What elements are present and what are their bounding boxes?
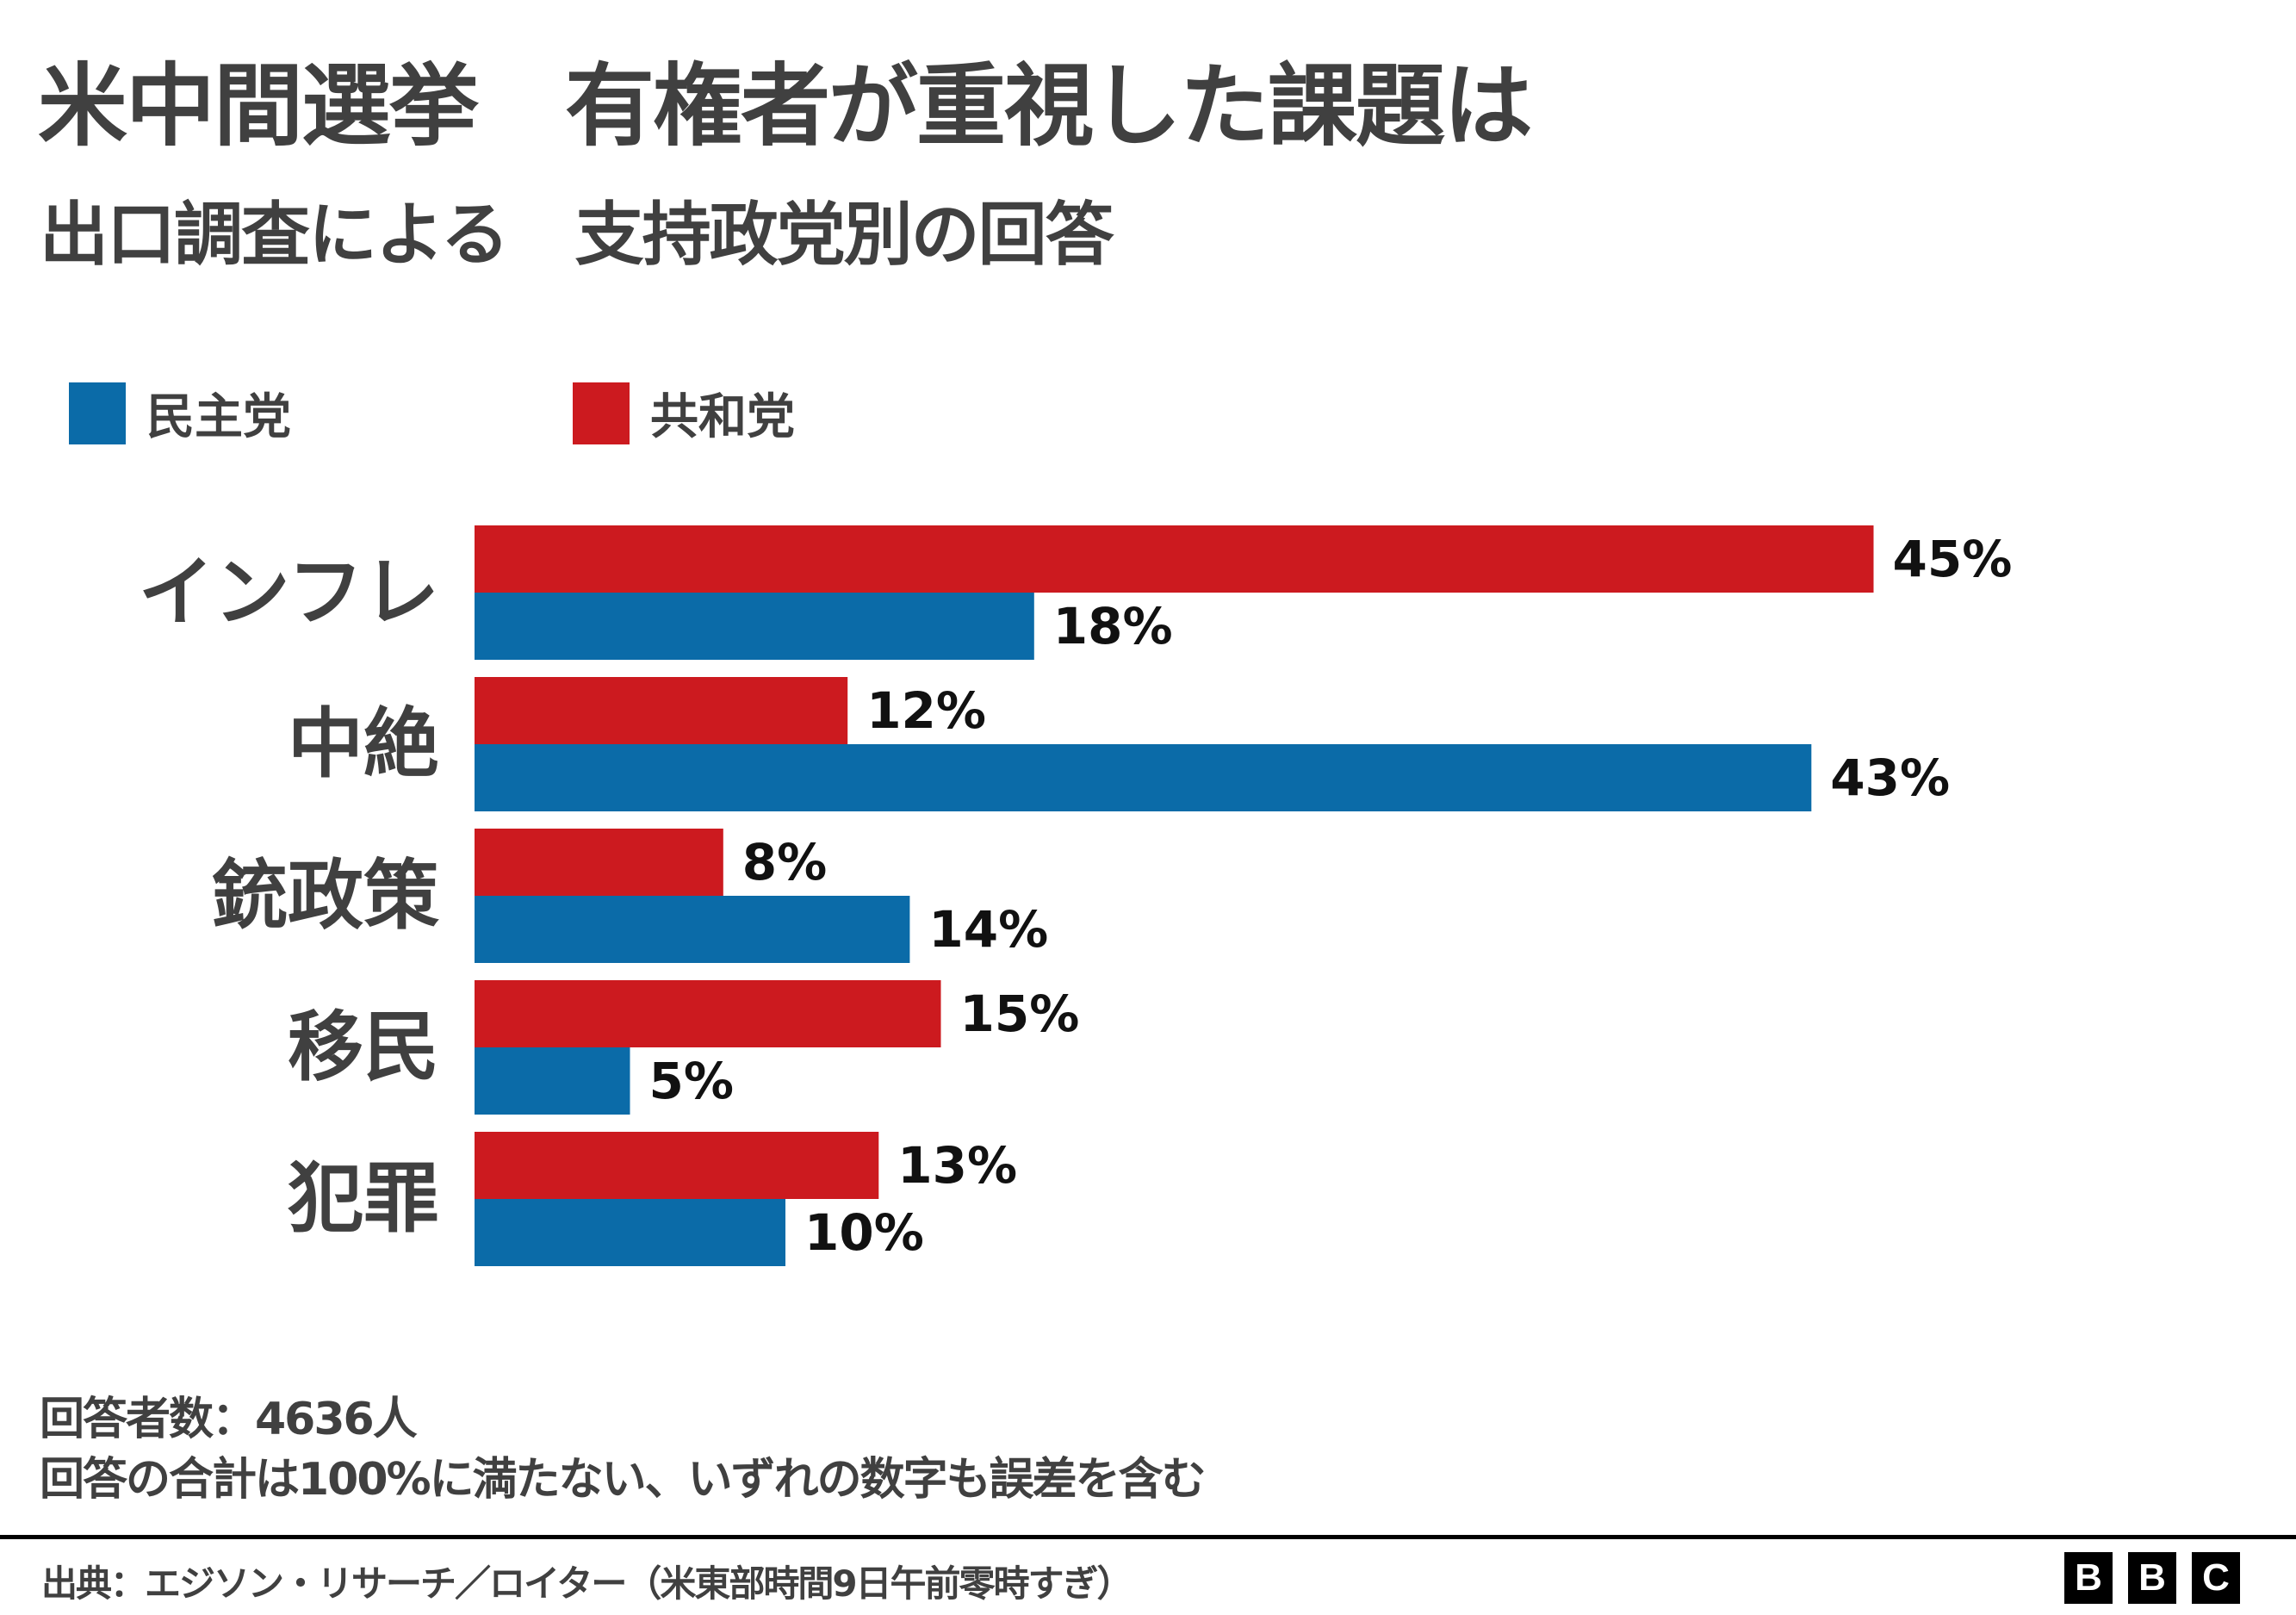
bar-democrat [475,1047,630,1115]
data-label: 10% [804,1203,924,1262]
legend-item-republican: 共和党 [573,378,795,448]
data-label: 5% [649,1052,734,1110]
data-label: 45% [1893,530,2013,588]
bar-democrat [475,896,910,963]
data-label: 14% [928,900,1048,959]
bar-republican [475,829,723,896]
bar-democrat [475,1199,785,1266]
respondent-count-note: 回答者数：4636人 [40,1394,418,1445]
data-label: 13% [897,1136,1017,1195]
category-label: 犯罪 [288,1154,439,1243]
legend-label: 共和党 [650,389,795,445]
data-label: 43% [1830,748,1950,807]
bar-republican [475,1132,879,1199]
bar-republican [475,980,941,1047]
chart-title: 米中間選挙 有権者が重視した課題は [38,53,1533,158]
bar-democrat [475,744,1812,811]
category-label: 移民 [288,1003,439,1091]
margin-note: 回答の合計は100%に満たない、いずれの数字も誤差を含む [40,1454,1207,1506]
legend-swatch-democrat [69,382,126,444]
source-text: 出典：エジソン・リサーチ／ロイター（米東部時間9日午前零時すぎ） [41,1562,1133,1605]
legend-item-democrat: 民主党 [69,378,291,448]
data-label: 15% [960,985,1080,1043]
bar-republican [475,677,848,744]
bar-republican [475,525,1874,593]
bbc-logo: B B C [2064,1552,2240,1604]
legend-label: 民主党 [146,389,291,445]
bbc-logo-block: C [2192,1552,2240,1604]
category-label: インフレ [139,548,439,637]
bar-democrat [475,593,1034,660]
category-label: 中絶 [288,699,439,788]
data-label: 12% [866,681,986,740]
chart-subtitle: 出口調査による 支持政党別の回答 [40,195,1114,275]
bbc-logo-block: B [2128,1552,2176,1604]
footer-divider [0,1535,2296,1539]
category-label: 銃政策 [212,851,439,940]
legend-swatch-republican [573,382,630,444]
bbc-logo-block: B [2064,1552,2113,1604]
data-label: 18% [1053,597,1173,655]
data-label: 8% [742,833,827,891]
